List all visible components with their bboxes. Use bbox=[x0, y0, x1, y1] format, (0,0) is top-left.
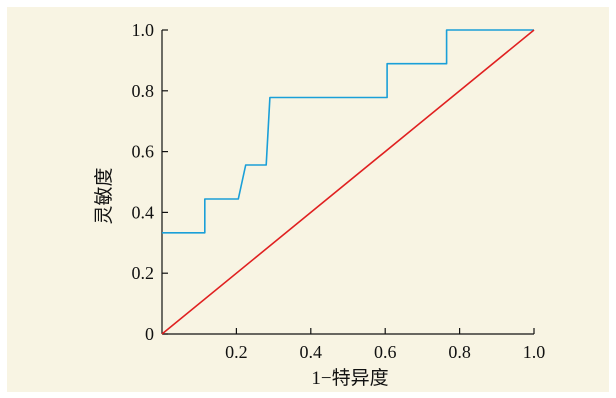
y-tick-label: 0.6 bbox=[132, 142, 155, 162]
axes bbox=[161, 30, 534, 335]
y-tick-label: 0.2 bbox=[132, 263, 155, 283]
x-tick-label: 0.8 bbox=[448, 342, 471, 362]
chart-figure: 0 0.2 0.4 0.6 0.8 1.0 0.2 0.4 0.6 0.8 1.0 1−特异度 灵敏… bbox=[7, 7, 609, 392]
roc-curve-line bbox=[162, 29, 534, 234]
y-tick-label: 0 bbox=[145, 324, 154, 344]
ticks: 0 0.2 0.4 0.6 0.8 1.0 0.2 0.4 0.6 0.8 1.0 bbox=[132, 20, 546, 362]
y-tick-label: 0.4 bbox=[132, 202, 155, 222]
x-tick-label: 1.0 bbox=[523, 342, 546, 362]
x-tick-label: 0.4 bbox=[300, 342, 323, 362]
series-lines bbox=[161, 29, 535, 335]
y-tick-label: 1.0 bbox=[132, 20, 155, 40]
x-tick-label: 0.6 bbox=[374, 342, 397, 362]
x-tick-label: 0.2 bbox=[225, 342, 248, 362]
y-tick-label: 0.8 bbox=[132, 81, 155, 101]
reference-diagonal-line bbox=[161, 29, 535, 335]
x-axis-label: 1−特异度 bbox=[311, 367, 388, 389]
y-axis-label: 灵敏度 bbox=[93, 167, 115, 224]
roc-chart: 0 0.2 0.4 0.6 0.8 1.0 0.2 0.4 0.6 0.8 1.0 1−特异度 灵敏… bbox=[93, 20, 546, 389]
